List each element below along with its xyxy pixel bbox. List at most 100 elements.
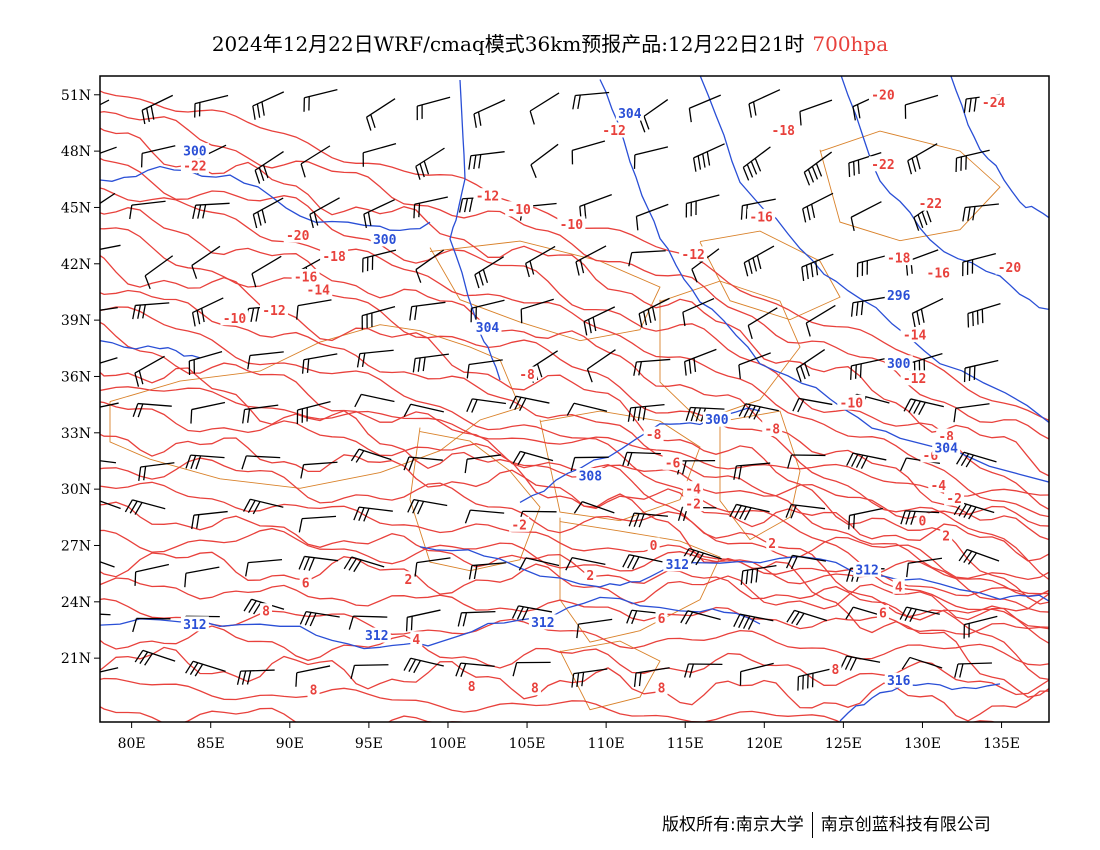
wind-barb bbox=[633, 667, 670, 687]
height-label: 308 bbox=[579, 469, 603, 484]
temperature-label: -16 bbox=[927, 267, 951, 282]
wind-barb bbox=[100, 613, 111, 616]
wind-barb bbox=[134, 563, 169, 586]
wind-barb bbox=[520, 298, 554, 324]
wind-barb bbox=[100, 402, 119, 408]
wind-barb bbox=[850, 358, 885, 380]
wind-barb bbox=[132, 302, 170, 320]
temperature-label-bg bbox=[505, 201, 534, 217]
temperature-label-bg bbox=[259, 302, 288, 318]
temperature-label-bg bbox=[307, 682, 320, 698]
wind-barb bbox=[407, 499, 448, 515]
lon-tick-label: 130E bbox=[904, 736, 941, 752]
wind-barb bbox=[252, 91, 285, 120]
lon-tick-label: 135E bbox=[983, 736, 1020, 752]
temperature-label-bg bbox=[829, 661, 842, 677]
height-isolines bbox=[100, 76, 1049, 722]
wind-barb bbox=[245, 559, 283, 577]
temperature-label-bg bbox=[766, 535, 779, 551]
temperature-label-bg bbox=[662, 454, 683, 470]
wind-barb bbox=[740, 565, 777, 585]
wind-barb bbox=[953, 403, 990, 423]
temperature-label-bg bbox=[900, 327, 929, 343]
wind-barb bbox=[740, 198, 776, 220]
wind-barb bbox=[576, 618, 613, 639]
temperature-label: -18 bbox=[772, 124, 796, 139]
temperature-label-bg bbox=[465, 678, 478, 694]
boundary-line bbox=[409, 427, 541, 572]
wind-barb bbox=[474, 256, 505, 289]
height-label-bg bbox=[615, 105, 644, 121]
wind-barb bbox=[512, 450, 554, 466]
isotherm-line bbox=[100, 157, 1049, 511]
wind-barb bbox=[298, 555, 339, 571]
wind-barb bbox=[132, 617, 171, 633]
boundary-line bbox=[109, 324, 521, 489]
wind-barb bbox=[899, 606, 940, 622]
height-contour-line bbox=[449, 79, 501, 381]
wind-barb bbox=[685, 194, 720, 218]
wind-barb bbox=[350, 664, 389, 680]
wind-barb bbox=[415, 249, 445, 283]
isotherm-line bbox=[100, 289, 1049, 613]
lat-tick-label: 21N bbox=[61, 651, 91, 667]
height-contour-line bbox=[419, 546, 1049, 602]
height-label-bg bbox=[884, 355, 913, 371]
boundary-line bbox=[559, 517, 721, 643]
height-label: 300 bbox=[887, 357, 911, 372]
wind-barb bbox=[682, 297, 715, 327]
height-label: 304 bbox=[934, 441, 958, 456]
height-label: 300 bbox=[183, 145, 207, 160]
height-label-bg bbox=[362, 627, 391, 643]
wind-barb bbox=[911, 297, 944, 328]
wind-barb bbox=[241, 455, 281, 470]
temperature-label: -16 bbox=[749, 210, 773, 225]
temperature-label: -18 bbox=[887, 252, 911, 267]
wind-barb bbox=[850, 201, 882, 232]
wind-barb bbox=[365, 98, 396, 131]
wind-barb bbox=[530, 143, 559, 178]
temperature-label: 8 bbox=[658, 682, 666, 697]
wind-barb bbox=[805, 304, 836, 337]
wind-barb bbox=[963, 359, 999, 383]
temperature-label: 8 bbox=[832, 663, 840, 678]
wind-barb bbox=[733, 613, 774, 630]
wind-barb bbox=[100, 357, 118, 364]
height-label: 312 bbox=[183, 618, 206, 633]
wind-barb bbox=[247, 351, 284, 370]
lat-tick-label: 36N bbox=[61, 369, 91, 385]
wind-barb bbox=[188, 351, 223, 376]
temperature-label: 0 bbox=[919, 515, 927, 530]
temperature-label-bg bbox=[747, 208, 776, 224]
temperature-label: -22 bbox=[183, 160, 206, 175]
temperature-label: -12 bbox=[262, 304, 285, 319]
temperature-label: 4 bbox=[412, 633, 420, 648]
wind-barb bbox=[184, 566, 220, 588]
temperature-label-bg bbox=[884, 250, 913, 266]
lon-tick-label: 115E bbox=[667, 736, 704, 752]
wind-barb bbox=[512, 661, 551, 677]
isotherm-line bbox=[100, 677, 997, 722]
isotherm-line bbox=[100, 705, 466, 722]
height-label-bg bbox=[576, 467, 605, 483]
height-contour-line bbox=[100, 596, 761, 650]
height-label: 300 bbox=[705, 413, 729, 428]
wind-barb bbox=[639, 99, 669, 133]
longitude-axis: 80E 85E 90E 95E 100E 105E 110E 115E 120E 125E 130E… bbox=[118, 722, 1020, 752]
temperature-label-bg bbox=[769, 122, 798, 138]
boundary-line bbox=[819, 130, 1001, 242]
temperature-label-bg bbox=[868, 156, 897, 172]
wind-barb bbox=[628, 250, 666, 267]
wind-barb bbox=[457, 611, 496, 627]
wind-barb bbox=[144, 255, 174, 290]
wind-barb bbox=[956, 451, 997, 468]
latitude-axis: 51N 48N 45N 42N 39N 36N 33N 30N 27N 24N 21N bbox=[61, 88, 100, 667]
temperature-label-bg bbox=[220, 310, 249, 326]
temperature-label-bg bbox=[683, 481, 704, 497]
lat-tick-label: 27N bbox=[61, 538, 91, 554]
temperature-label: 2 bbox=[942, 530, 950, 545]
wind-barb bbox=[635, 203, 669, 231]
wind-barb bbox=[295, 665, 331, 687]
map-plot-area: -22-20-18-16-14-12-10-12-10-10-12-8-16-1… bbox=[100, 76, 1049, 722]
isotherm-line bbox=[100, 254, 1049, 605]
